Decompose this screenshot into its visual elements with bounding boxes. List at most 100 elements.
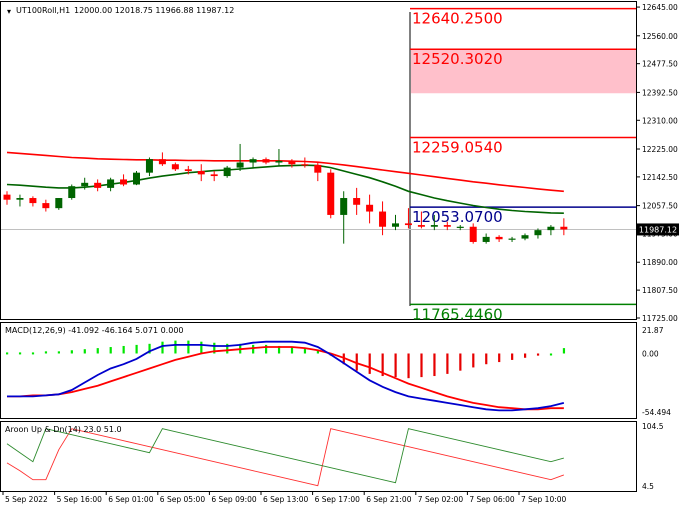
macd-histogram-bar [420,353,423,378]
macd-histogram-bar [57,351,60,354]
macd-histogram-bar [303,348,307,354]
macd-histogram-bar [355,353,358,371]
macd-histogram-bar [459,353,462,371]
candle-body [42,203,50,209]
candle-body [534,230,542,236]
candle-body [547,226,555,231]
candle-body [353,198,361,205]
macd-histogram-bar [265,344,268,354]
candle-body [197,170,205,175]
time-axis-label: 7 Sep 06:00 [469,495,515,504]
candle-body [68,186,76,199]
time-axis-label: 6 Sep 13:00 [263,495,309,504]
price-axis-label: 12477.50 [642,60,678,69]
candle-body [275,160,283,163]
price-axis-label: 12225.00 [642,145,678,154]
macd-histogram-bar [485,353,488,365]
aroon-down-line [6,428,564,484]
price-axis-label: 12057.50 [642,202,678,211]
candle-body [430,225,438,227]
macd-histogram-bar [213,342,216,354]
candle-body [327,172,335,215]
candle-body [379,211,387,227]
candle-body [366,204,374,212]
candle-body [236,162,244,168]
macd-histogram-bar [446,353,449,374]
time-axis-label: 6 Sep 17:00 [315,495,361,504]
candle-body [469,226,477,242]
candle-body [55,198,63,209]
time-axis-label: 7 Sep 02:00 [418,495,464,504]
time-axis-label: 6 Sep 21:00 [366,495,412,504]
macd-histogram-bar [316,350,319,354]
macd-histogram-bar [342,353,345,365]
price-axis-label: 11725.00 [642,314,678,323]
time-axis-label: 5 Sep 2022 [5,495,48,504]
candle-body [288,160,296,165]
macd-panel[interactable] [0,322,637,419]
price-axis-label: 12645.00 [642,3,678,12]
macd-signal-line [7,346,564,411]
aroon-up-line [6,428,565,487]
moving-average-line [6,151,564,193]
symbol-label: UT100Roll,H1 [16,6,70,15]
candle-body [107,179,115,188]
ohlc-readout: 12000.00 12018.75 11966.88 11987.12 [74,6,234,15]
macd-histogram-bar [368,353,371,374]
candle-body [262,159,270,163]
time-axis-label: 6 Sep 09:00 [211,495,257,504]
macd-histogram-bar [96,348,99,354]
candle-body [145,159,153,173]
time-axis-label: 6 Sep 01:00 [108,495,154,504]
candle-body [249,159,257,163]
macd-histogram-bar [252,344,255,354]
macd-main-line [7,340,565,412]
level-label: 12640.2500 [412,10,503,28]
chart-header-marker: ▾ [7,7,11,16]
time-axis-label: 5 Sep 16:00 [57,495,103,504]
macd-histogram-bar [524,353,527,358]
macd-histogram-bar [174,340,177,354]
candle-body [16,198,24,200]
aroon-axis-label: 104.5 [642,422,664,431]
macd-label: MACD(12,26,9) -41.092 -46.164 5.071 0.00… [5,326,184,335]
candle-body [404,223,412,226]
macd-histogram-bar [381,353,384,377]
candle-body [133,172,140,185]
candle-body [482,236,490,242]
candle-body [81,182,89,187]
candle-body [184,169,192,171]
macd-histogram-bar [549,353,553,356]
candle-body [3,194,11,200]
macd-histogram-bar [562,348,566,354]
macd-axis-label: 0.00 [642,349,659,358]
macd-histogram-bar [226,343,229,354]
price-axis-label: 11807.50 [642,286,678,295]
candle-body [340,198,348,215]
price-axis-label: 11890.00 [642,258,678,267]
candle-body [417,225,425,227]
macd-axis-label: -54.494 [642,408,671,417]
time-axis-label: 7 Sep 10:00 [521,495,567,504]
candle-body [521,235,529,239]
macd-histogram-bar [6,352,9,355]
candle-body [301,164,309,166]
candle-body [443,225,451,227]
macd-histogram-bar [277,345,281,354]
aroon-panel[interactable] [0,421,637,492]
macd-axis-label: 21.87 [642,326,664,335]
macd-histogram-bar [31,352,35,355]
macd-histogram-bar [109,347,112,354]
level-label: 12053.0700 [412,208,503,226]
candle-body [223,167,231,177]
macd-histogram-bar [44,351,48,354]
aroon-label: Aroon Up & Dn(14) 23.0 51.0 [5,425,122,434]
macd-histogram-bar [394,353,397,378]
price-axis-label: 12392.50 [642,88,678,97]
macd-histogram-bar [433,353,436,377]
candle-body [158,159,166,165]
price-axis-label: 12310.00 [642,116,678,125]
price-axis-label: 12560.00 [642,32,678,41]
aroon-axis-label: 4.5 [642,482,654,491]
